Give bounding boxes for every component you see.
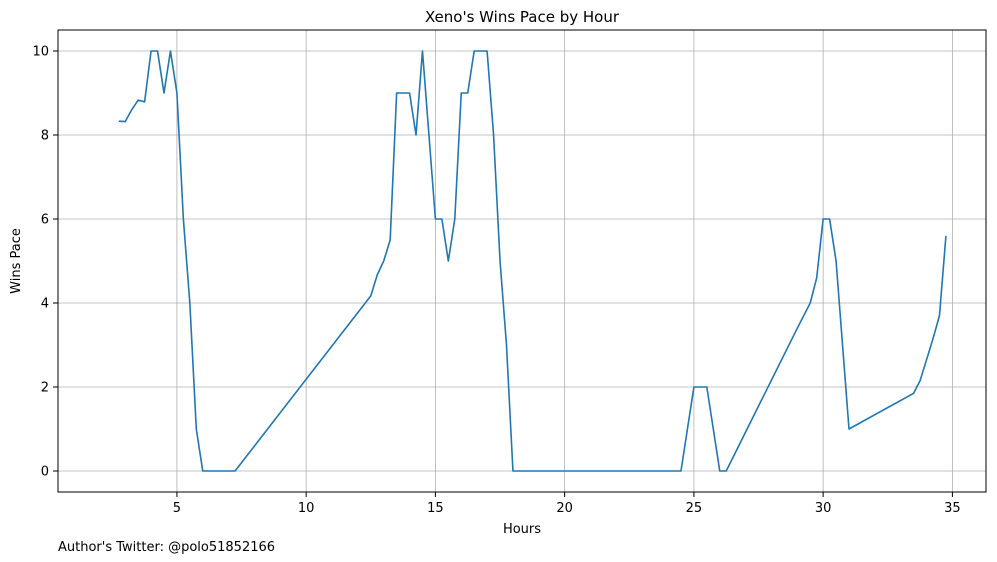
x-tick-label: 15: [427, 501, 444, 516]
y-axis-ticks: 0 2 4 6 8 10: [32, 45, 58, 480]
grid: [58, 30, 986, 492]
series-line: [118, 50, 947, 472]
y-tick-label: 6: [41, 213, 49, 228]
y-axis-title: Wins Pace: [9, 228, 24, 294]
y-tick-label: 10: [32, 45, 49, 60]
x-axis-ticks: 5 10 15 20 25 30 35: [173, 492, 961, 516]
y-tick-label: 0: [41, 465, 49, 480]
x-tick-label: 35: [944, 501, 961, 516]
x-tick-label: 30: [815, 501, 832, 516]
chart-title: Xeno's Wins Pace by Hour: [425, 8, 620, 26]
x-tick-label: 10: [298, 501, 315, 516]
y-tick-label: 2: [41, 381, 49, 396]
y-tick-label: 8: [41, 129, 49, 144]
y-tick-label: 4: [41, 297, 49, 312]
plot-frame: [57, 29, 987, 493]
x-tick-label: 5: [173, 501, 181, 516]
x-tick-label: 20: [556, 501, 573, 516]
x-axis-title: Hours: [503, 522, 541, 537]
author-credit: Author's Twitter: @polo51852166: [58, 540, 275, 555]
x-tick-label: 25: [686, 501, 703, 516]
